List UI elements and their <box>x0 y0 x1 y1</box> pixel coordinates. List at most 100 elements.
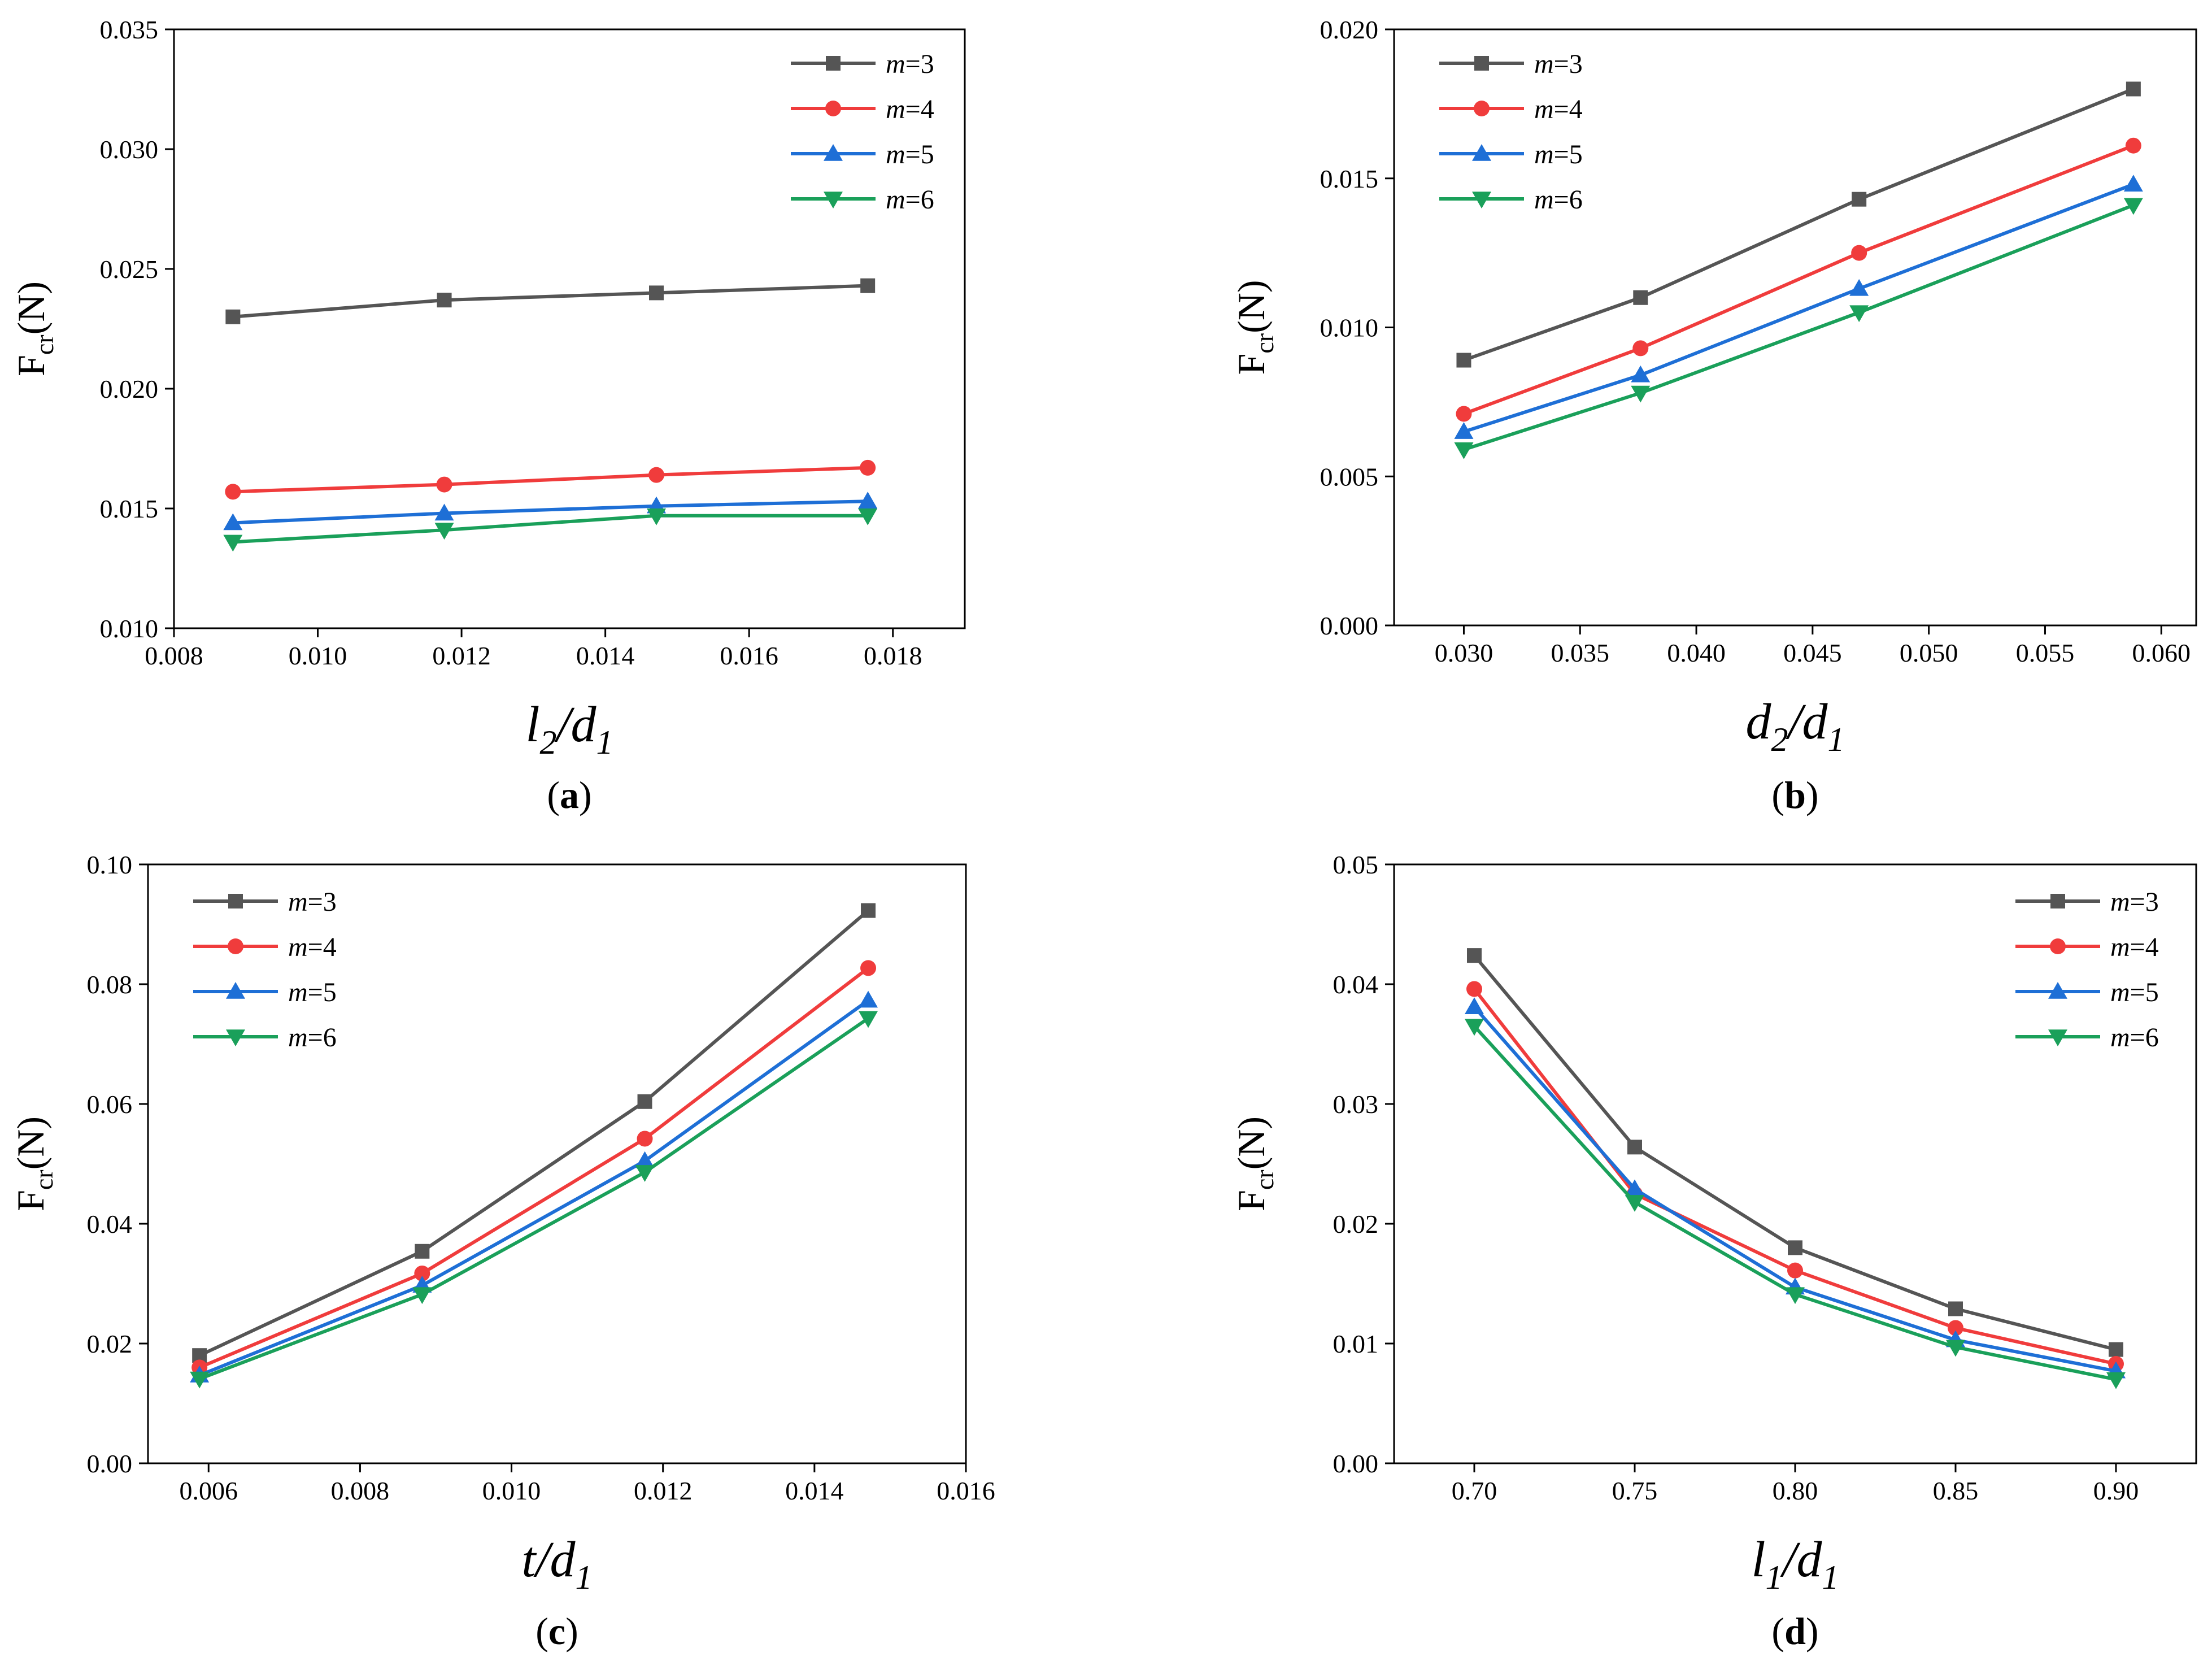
legend: m=3m=4m=5m=6 <box>791 49 934 215</box>
y-tick-label: 0.08 <box>87 970 133 999</box>
x-tick-label: 0.045 <box>1783 638 1842 667</box>
x-tick-label: 0.012 <box>634 1476 693 1505</box>
data-point <box>859 990 878 1008</box>
legend-marker <box>826 56 841 71</box>
chart-panel-b: 0.030 0.035 0.040 0.045 0.050 0.055 0.060 0.000… <box>1230 15 2197 816</box>
data-point <box>414 1265 430 1281</box>
x-axis-label: l2/d1 <box>525 697 613 761</box>
y-tick-label: 0.00 <box>87 1449 133 1478</box>
series-line <box>1463 144 2134 416</box>
data-point <box>2106 1372 2126 1389</box>
legend-entry-eq: =5 <box>905 140 934 169</box>
x-tick-label: 0.010 <box>482 1476 541 1505</box>
y-tick-label: 0.010 <box>100 614 159 643</box>
legend-entry-eq: =3 <box>1554 49 1583 79</box>
y-axis-label-sub: cr <box>30 334 59 355</box>
series-m=4 <box>225 459 876 500</box>
y-axis-label-unit: (N) <box>1230 1116 1273 1170</box>
legend-entry-label: m=5 <box>1534 140 1583 169</box>
y-tick-label: 0.01 <box>1333 1329 1379 1358</box>
series-line <box>233 284 868 319</box>
legend: m=3m=4m=5m=6 <box>193 887 337 1053</box>
data-point <box>1632 340 1649 357</box>
legend-entry-eq: =4 <box>2130 932 2159 962</box>
caption-letter: c <box>548 1610 565 1653</box>
y-axis-label-sub: cr <box>1250 333 1279 354</box>
data-point <box>1788 1240 1802 1255</box>
legend-entry-eq: =4 <box>308 932 337 962</box>
series-line <box>199 1016 869 1381</box>
x-tick-label: 0.012 <box>432 641 491 670</box>
legend-marker <box>2050 938 2066 954</box>
data-point <box>860 278 876 293</box>
legend-entry-var: m <box>288 1023 308 1053</box>
x-axis-label: l1/d1 <box>1751 1532 1839 1596</box>
legend-marker <box>824 192 843 208</box>
x-axis-label-main: l <box>525 697 539 753</box>
y-tick-label: 0.015 <box>100 494 159 523</box>
legend-entry-label: m=4 <box>1534 94 1583 124</box>
x-tick-label: 0.016 <box>937 1476 995 1505</box>
panel-caption: (b) <box>1771 773 1818 816</box>
series-line <box>1463 182 2134 433</box>
series-m=6 <box>1465 1019 2126 1389</box>
x-tick-label: 0.008 <box>331 1476 390 1505</box>
x-tick-label: 0.70 <box>1452 1476 1497 1505</box>
y-tick-label: 0.020 <box>1320 15 1379 44</box>
x-axis-label: d2/d1 <box>1745 694 1844 758</box>
legend-entry-var: m <box>2110 1023 2130 1053</box>
legend-marker <box>824 144 843 161</box>
legend-entry-label: m=5 <box>886 140 934 169</box>
data-point <box>2123 175 2143 192</box>
legend-entry-var: m <box>2110 932 2130 962</box>
series-line <box>1463 87 2134 362</box>
data-point <box>434 523 454 540</box>
data-point <box>860 960 877 976</box>
x-tick-label: 0.85 <box>1933 1476 1979 1505</box>
data-point <box>1849 279 1869 296</box>
y-axis-label-main: F <box>9 1190 52 1211</box>
series-m=5 <box>1454 175 2143 439</box>
legend-entry-var: m <box>886 140 905 169</box>
y-axis-label-unit: (N) <box>10 281 53 334</box>
x-tick-label: 0.016 <box>720 641 778 670</box>
y-tick-label: 0.02 <box>1333 1210 1379 1238</box>
legend-entry-var: m <box>886 94 905 124</box>
data-point <box>2109 1342 2123 1357</box>
caption-letter: b <box>1784 773 1806 816</box>
data-point <box>1466 981 1482 997</box>
y-tick-label: 0.020 <box>100 375 159 403</box>
y-tick-label: 0.035 <box>100 15 159 44</box>
y-tick-label: 0.005 <box>1320 462 1379 491</box>
chart-panel-c: 0.006 0.008 0.010 0.012 0.014 0.016 0.00 0.02 0.… <box>9 850 995 1653</box>
data-point <box>190 1371 210 1389</box>
legend-entry-var: m <box>886 49 905 79</box>
legend-entry-label: m=6 <box>2110 1023 2159 1053</box>
x-axis-label-sub: 2 <box>1771 721 1788 758</box>
y-tick-label: 0.06 <box>87 1090 133 1119</box>
caption-letter: a <box>560 773 579 816</box>
x-tick-label: 0.055 <box>2016 638 2075 667</box>
caption-paren: ( <box>547 773 560 816</box>
data-point <box>860 459 876 476</box>
data-point <box>635 1165 655 1182</box>
y-axis-label-main: F <box>10 355 53 376</box>
series-m=3 <box>192 903 876 1363</box>
legend-entry-label: m=3 <box>288 887 337 917</box>
legend-marker <box>226 982 245 999</box>
legend-entry-var: m <box>886 185 905 215</box>
legend-entry-var: m <box>288 932 308 962</box>
legend-entry-var: m <box>288 887 308 917</box>
x-tick-label: 0.008 <box>145 641 203 670</box>
series-m=4 <box>191 960 877 1376</box>
x-axis-label: t/d1 <box>521 1532 592 1596</box>
legend-entry-label: m=5 <box>2110 977 2159 1007</box>
y-tick-label: 0.00 <box>1333 1449 1379 1478</box>
series-m=6 <box>190 1011 878 1389</box>
plot-frame <box>1393 863 2197 1464</box>
legend-entry-var: m <box>1534 49 1554 79</box>
legend-entry-eq: =5 <box>308 977 337 1007</box>
y-axis-label-sub: cr <box>1250 1170 1279 1190</box>
legend-entry-label: m=3 <box>1534 49 1583 79</box>
